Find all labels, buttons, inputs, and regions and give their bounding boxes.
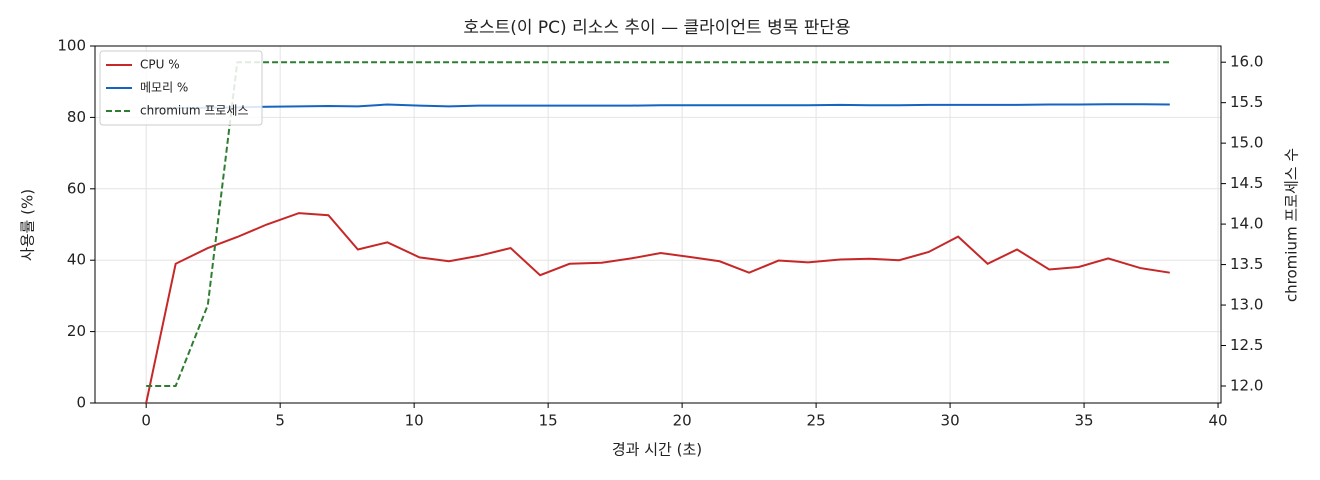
x-tick-label: 40: [1209, 412, 1228, 430]
legend-label: 메모리 %: [140, 81, 188, 95]
y2-axis-label: chromium 프로세스 수: [1283, 148, 1301, 302]
y-tick-label: 60: [67, 179, 86, 197]
x-tick-label: 35: [1075, 412, 1094, 430]
y2-tick-label: 15.0: [1230, 134, 1263, 152]
x-tick-label: 0: [141, 412, 151, 430]
series-line: [145, 212, 1170, 404]
plot-frame: [94, 45, 1222, 404]
legend-label: CPU %: [140, 58, 180, 72]
x-tick-label: 5: [275, 412, 285, 430]
chart-title: 호스트(이 PC) 리소스 추이 — 클라이언트 병목 판단용: [463, 18, 850, 38]
y2-tick-label: 14.5: [1230, 174, 1263, 192]
y-tick-label: 80: [67, 108, 86, 126]
x-tick-label: 20: [673, 412, 692, 430]
y2-tick-label: 13.5: [1230, 255, 1263, 273]
series-line: [146, 61, 1170, 387]
y2-tick-label: 16.0: [1230, 53, 1263, 71]
x-tick-label: 10: [405, 412, 424, 430]
y-tick-label: 100: [57, 37, 86, 55]
y2-tick-label: 13.0: [1230, 296, 1263, 314]
series-line: [146, 103, 1170, 110]
legend-box: [99, 50, 263, 126]
x-tick-label: 30: [941, 412, 960, 430]
y2-tick-label: 14.0: [1230, 215, 1263, 233]
y-tick-label: 0: [76, 394, 86, 412]
y-tick-label: 20: [67, 322, 86, 340]
x-tick-label: 25: [807, 412, 826, 430]
y2-tick-label: 15.5: [1230, 93, 1263, 111]
y-tick-label: 40: [67, 251, 86, 269]
y-axis-label: 사용률 (%): [19, 189, 37, 261]
x-axis-label: 경과 시간 (초): [612, 441, 702, 459]
x-tick-label: 15: [539, 412, 558, 430]
y2-tick-label: 12.0: [1230, 377, 1263, 395]
legend-label: chromium 프로세스: [140, 104, 249, 118]
y2-tick-label: 12.5: [1230, 336, 1263, 354]
